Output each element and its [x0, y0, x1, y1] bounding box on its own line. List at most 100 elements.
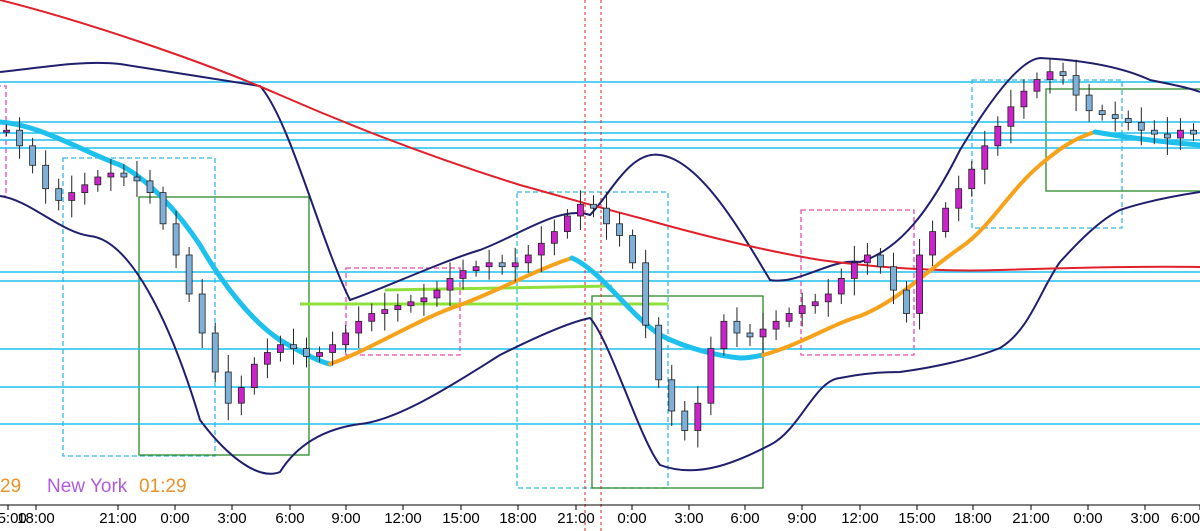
candle-body-68	[890, 266, 897, 291]
indicator-lines	[0, 0, 1200, 475]
candle-body-42	[550, 231, 558, 244]
candle-body-19	[250, 363, 258, 389]
candle-body-79	[1033, 79, 1041, 92]
time-tick-label-2: 21:00	[99, 510, 137, 527]
candle-body-14	[185, 254, 193, 295]
time-tick-label-20: 3:00	[1130, 510, 1159, 527]
candle-body-59	[772, 320, 780, 330]
time-tick-label-10: 21:00	[557, 510, 595, 527]
time-tick-label-0: 15:00	[0, 510, 27, 527]
time-tick-label-11: 0:00	[617, 510, 646, 527]
session-box-0	[0, 85, 7, 197]
candle-body-13	[172, 223, 180, 256]
candle-body-26	[342, 332, 350, 346]
candle-body-77	[1007, 106, 1015, 127]
candle-body-23	[303, 348, 310, 357]
ma-cyan-1	[0, 119, 333, 367]
candle-body-27	[355, 320, 363, 334]
candle-body-67	[877, 254, 884, 268]
candle-body-88	[1150, 129, 1158, 135]
long-moving-average	[0, 0, 1200, 272]
candle-body-37	[485, 262, 493, 268]
candle-body-47	[616, 223, 623, 236]
candle-body-84	[1098, 110, 1106, 115]
candle-body-60	[785, 313, 793, 322]
candle-body-2	[29, 145, 37, 166]
candle-body-69	[903, 289, 910, 314]
candle-body-70	[916, 254, 923, 314]
candle-body-53	[694, 402, 702, 431]
candle-body-48	[629, 235, 637, 264]
time-tick-label-14: 9:00	[787, 510, 816, 527]
time-tick-label-18: 21:00	[1012, 510, 1050, 527]
candle-body-49	[642, 262, 650, 326]
time-tick-label-19: 0:00	[1073, 510, 1102, 527]
time-tick-label-21: 6:00	[1171, 510, 1200, 527]
session-boxes	[0, 79, 1200, 489]
candle-body-51	[668, 379, 676, 412]
candle-body-90	[1177, 129, 1184, 139]
candle-body-83	[1085, 94, 1093, 112]
candle-body-46	[603, 207, 610, 225]
horizontal-levels	[0, 81, 1200, 425]
candle-body-1	[16, 129, 23, 147]
candle-body-61	[798, 305, 806, 314]
session-box-2	[138, 196, 310, 456]
time-tick-label-6: 9:00	[331, 510, 360, 527]
candle-body-38	[498, 262, 506, 268]
candle-body-18	[237, 387, 245, 404]
candle-body-34	[446, 277, 454, 291]
ma-orange-2	[761, 130, 1097, 357]
ma-orange-1	[328, 256, 574, 366]
candle-body-8	[107, 172, 115, 178]
time-tick-label-16: 15:00	[898, 510, 936, 527]
candle-body-20	[263, 352, 271, 365]
candle-body-21	[277, 344, 284, 353]
candle-body-74	[968, 168, 976, 190]
candle-body-54	[707, 348, 715, 404]
candle-body-43	[563, 215, 571, 232]
candle-body-7	[94, 176, 102, 186]
candle-body-0	[3, 129, 10, 133]
candle-body-45	[590, 203, 597, 209]
candle-body-12	[159, 192, 167, 225]
ma-cyan-3	[1092, 129, 1200, 148]
bollinger-lower	[0, 191, 1200, 475]
candle-body-5	[68, 192, 76, 201]
time-tick-label-1: 18:00	[17, 510, 55, 527]
candle-body-16	[211, 332, 219, 373]
candle-body-71	[929, 231, 937, 256]
candle-body-62	[811, 301, 819, 307]
session-label-0: 29	[0, 476, 21, 497]
session-label-1: New York	[47, 476, 128, 497]
candle-body-58	[759, 328, 767, 338]
time-tick-label-5: 6:00	[275, 510, 304, 527]
time-axis: 15:0018:0021:000:003:006:009:0012:0015:0…	[0, 504, 1200, 527]
session-box-7	[971, 79, 1123, 229]
session-box-1	[62, 157, 216, 457]
session-box-3	[345, 267, 461, 356]
time-tick-label-3: 0:00	[160, 510, 189, 527]
candle-body-76	[994, 125, 1002, 147]
candle-body-4	[55, 188, 63, 201]
session-label-2: 01:29	[139, 476, 187, 497]
candle-body-11	[146, 180, 154, 193]
candle-body-75	[981, 145, 989, 170]
candle-body-87	[1137, 122, 1145, 131]
candle-body-15	[198, 293, 206, 334]
candle-body-65	[850, 262, 858, 279]
candle-body-63	[824, 293, 832, 303]
candle-body-91	[1190, 129, 1197, 135]
candle-body-31	[407, 301, 415, 307]
candle-body-41	[537, 242, 545, 256]
candle-body-50	[655, 324, 663, 381]
candle-body-40	[524, 254, 532, 264]
candle-body-82	[1072, 75, 1080, 96]
time-tick-label-12: 3:00	[674, 510, 703, 527]
candle-body-64	[837, 277, 845, 295]
time-tick-label-7: 12:00	[384, 510, 422, 527]
candle-body-66	[863, 254, 871, 264]
candle-body-33	[433, 289, 441, 299]
